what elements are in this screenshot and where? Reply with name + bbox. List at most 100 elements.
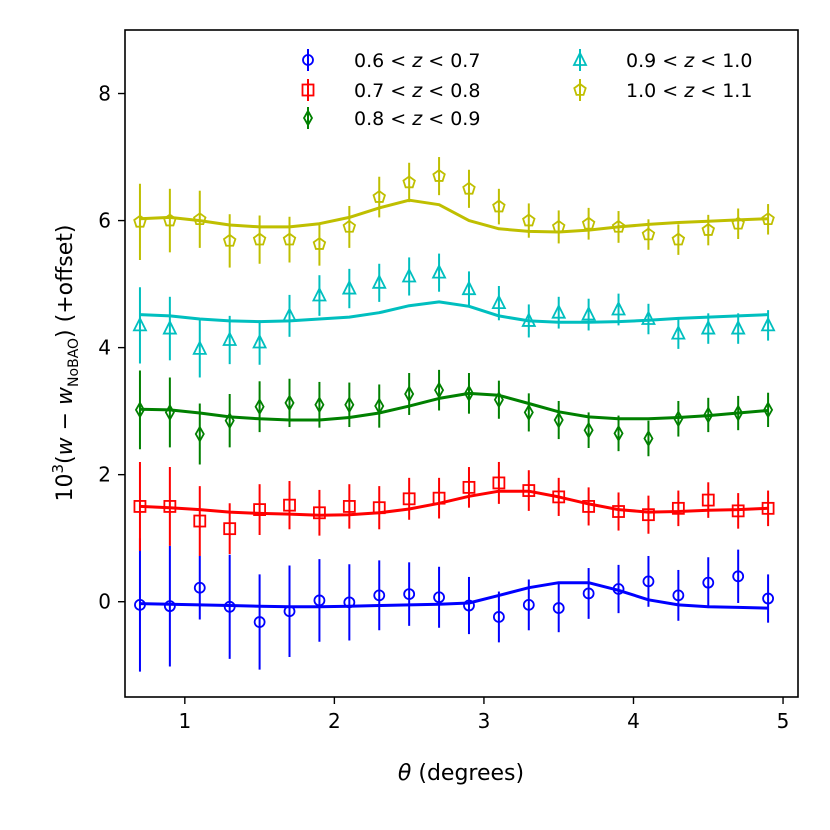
data-point [343,596,356,609]
x-tick-label: 5 [777,709,790,733]
legend-label: 0.7 < z < 0.8 [354,80,480,102]
data-point [254,397,265,416]
axis-ticks: 1 2 3 4 5 0 2 4 6 8 [98,82,789,733]
data-point [252,232,267,246]
legend-label: 0.6 < z < 0.7 [354,50,480,72]
data-point [612,583,625,595]
data-point [673,409,684,428]
data-point [642,575,655,588]
data-point [581,305,597,321]
data-point [491,294,507,310]
data-point [551,219,566,233]
series-2 [133,461,775,556]
data-point [133,500,147,513]
data-point [284,394,295,412]
data-point [733,404,744,422]
data-point [552,490,566,504]
legend-label: 0.9 < z < 1.0 [626,50,752,72]
data-point [492,476,506,490]
data-point [402,492,416,506]
data-point [134,598,146,611]
x-tick-label: 1 [178,709,191,733]
x-tick-label: 3 [478,709,491,733]
data-point [253,503,267,517]
data-point [432,491,446,505]
data-point [132,316,148,332]
data-point [163,213,177,227]
data-point [223,600,236,613]
data-point [163,600,176,613]
legend-marker [302,109,314,127]
data-point [193,581,206,594]
data-point [762,592,774,605]
y-tick-label: 8 [98,82,111,106]
data-point [731,504,745,518]
data-point [671,232,686,246]
legend-entry-2: 0.7 < z < 0.8 [301,79,480,102]
data-point [760,316,776,332]
data-point [730,319,746,335]
legend-entry-4: 0.9 < z < 1.0 [572,49,752,72]
data-point [702,576,715,589]
data-point [643,429,654,448]
legend-entry-5: 1.0 < z < 1.1 [573,79,752,102]
data-point [342,500,356,513]
series-4 [132,253,776,378]
data-point [283,605,296,618]
y-tick-label: 0 [98,590,111,614]
data-point [192,339,208,355]
data-point [583,421,594,440]
data-point [253,616,266,628]
legend-label: 1.0 < z < 1.1 [626,80,752,102]
data-point [282,232,297,246]
x-tick-label: 4 [627,709,640,733]
data-point [163,500,177,513]
data-point [612,505,625,518]
legend-marker [573,82,587,96]
data-point [553,411,564,429]
data-point [372,501,386,515]
data-point [371,273,387,289]
series-1 [134,538,774,672]
data-point [252,333,268,349]
legend-marker [302,54,314,66]
data-point [282,306,297,322]
data-point [461,280,477,296]
data-point [193,514,207,528]
data-point [342,219,357,233]
data-point [672,589,685,602]
data-point [313,594,326,607]
data-point [434,381,445,399]
data-point [431,263,447,279]
axes-frame [124,29,799,698]
data-point [613,424,624,443]
data-point [642,508,655,522]
data-point [134,401,145,419]
data-point [492,199,506,213]
data-point [523,403,534,422]
legend-entry-1: 0.6 < z < 0.7 [302,49,480,72]
legend: 0.6 < z < 0.7 0.7 < z < 0.8 0.8 < z < 0.9 0… [301,49,752,130]
data-point [522,598,535,611]
data-point [462,480,476,494]
data-point [611,219,626,233]
data-point [194,425,205,443]
data-point [312,236,327,250]
data-point [402,175,416,189]
data-point [462,181,476,195]
data-point [522,484,536,497]
data-point [222,330,238,346]
data-point [162,319,178,335]
data-point [311,286,327,302]
y-tick-label: 6 [98,209,111,233]
data-point [700,319,716,335]
data-point [671,501,685,515]
model-line [139,391,769,422]
legend-marker [301,83,315,97]
data-point [522,213,536,227]
data-point [581,216,596,230]
model-line [139,489,769,517]
y-tick-label: 2 [98,463,111,487]
legend-entry-3: 0.8 < z < 0.9 [302,107,480,130]
